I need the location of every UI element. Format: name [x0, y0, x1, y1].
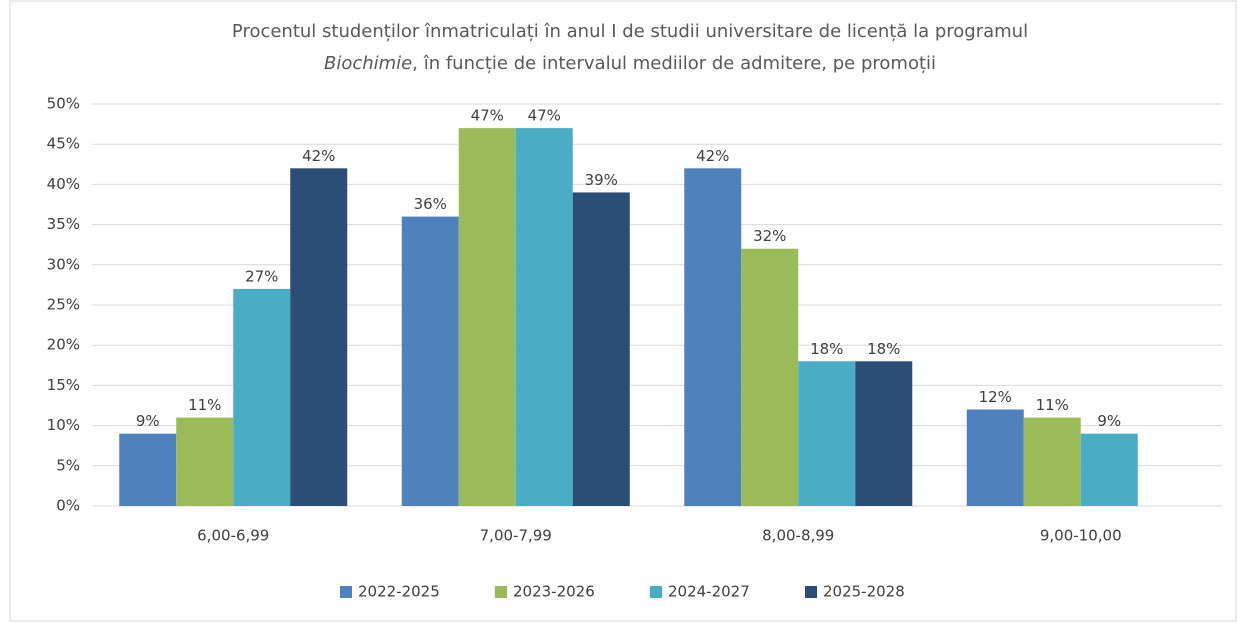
legend-swatch [495, 586, 507, 598]
y-tick-label: 45% [47, 135, 80, 153]
x-tick-label: 9,00-10,00 [1040, 527, 1122, 545]
y-tick-label: 25% [47, 296, 80, 314]
bar [684, 168, 742, 506]
data-label: 11% [188, 396, 221, 414]
chart-title: Procentul studenților înmatriculați în a… [232, 21, 1028, 42]
bar [1080, 433, 1138, 506]
data-label: 18% [867, 340, 900, 358]
legend-label: 2024-2027 [668, 583, 750, 601]
data-label: 18% [810, 340, 843, 358]
legend-label: 2022-2025 [358, 583, 440, 601]
data-label: 39% [585, 171, 618, 189]
y-tick-label: 30% [47, 255, 80, 273]
data-label: 47% [528, 107, 561, 125]
y-tick-label: 15% [47, 376, 80, 394]
bar [176, 417, 234, 506]
bar [741, 248, 799, 506]
data-label: 32% [753, 227, 786, 245]
x-tick-label: 7,00-7,99 [480, 527, 552, 545]
bar [458, 128, 516, 506]
x-tick-label: 6,00-6,99 [197, 527, 269, 545]
data-label: 9% [136, 412, 160, 430]
y-tick-label: 5% [56, 456, 80, 474]
bar [966, 409, 1024, 506]
data-label: 42% [696, 147, 729, 165]
legend-label: 2023-2026 [513, 583, 595, 601]
bar [798, 361, 856, 506]
y-tick-label: 20% [47, 336, 80, 354]
bar [572, 192, 630, 506]
bar [515, 128, 573, 506]
chart-title: Biochimie, în funcție de intervalul medi… [324, 53, 936, 74]
y-tick-label: 10% [47, 416, 80, 434]
bar [119, 433, 177, 506]
x-tick-label: 8,00-8,99 [762, 527, 834, 545]
bar [1023, 417, 1081, 506]
data-label: 9% [1097, 412, 1121, 430]
data-label: 36% [414, 195, 447, 213]
chart-title-rest: , în funcție de intervalul mediilor de a… [412, 53, 936, 74]
legend-label: 2025-2028 [823, 583, 905, 601]
bar [855, 361, 913, 506]
legend-swatch [340, 586, 352, 598]
y-tick-label: 50% [47, 95, 80, 113]
data-label: 42% [302, 147, 335, 165]
bar [290, 168, 348, 506]
bar [233, 288, 291, 506]
y-tick-label: 0% [56, 497, 80, 515]
legend-swatch [650, 586, 662, 598]
data-label: 11% [1036, 396, 1069, 414]
data-label: 47% [471, 107, 504, 125]
y-tick-label: 35% [47, 215, 80, 233]
chart-title-italic: Biochimie [324, 53, 412, 74]
bar [401, 216, 459, 506]
data-label: 27% [245, 267, 278, 285]
legend-swatch [805, 586, 817, 598]
y-tick-label: 40% [47, 175, 80, 193]
data-label: 12% [979, 388, 1012, 406]
